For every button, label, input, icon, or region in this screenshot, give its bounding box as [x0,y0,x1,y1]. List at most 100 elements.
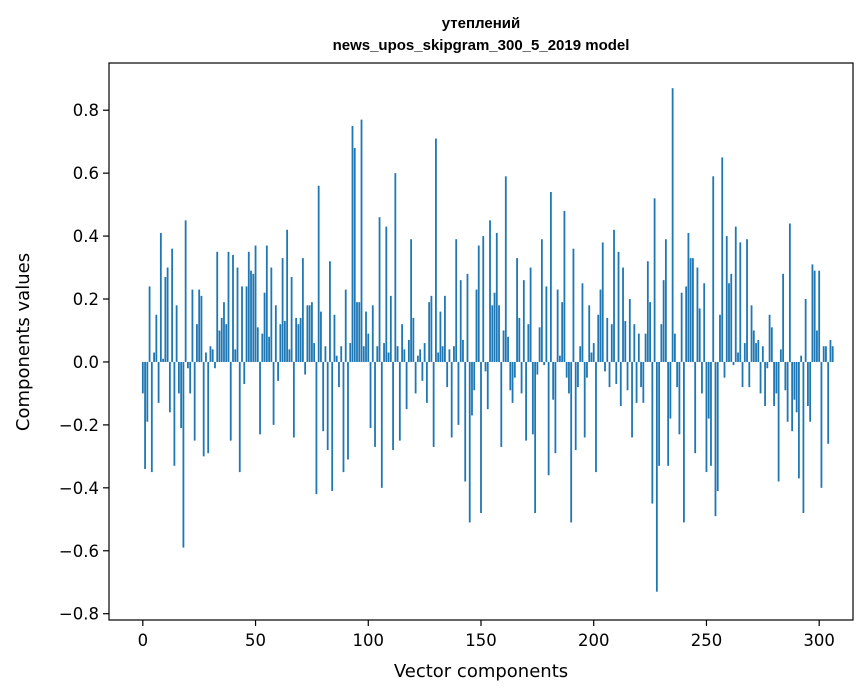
bar-210 [615,361,618,384]
bar-30 [209,346,212,362]
bar-64 [286,229,289,362]
bar-248 [701,361,703,394]
bar-135 [446,361,449,388]
bar-137 [450,361,453,438]
bar-82 [326,361,329,451]
bar-301 [820,361,823,488]
bar-216 [628,299,631,362]
bar-306 [831,346,834,362]
bar-175 [536,361,539,375]
bar-46 [245,286,248,362]
bar-241 [685,286,688,362]
bar-287 [788,223,791,362]
bar-166 [516,258,518,362]
bar-33 [216,251,219,362]
chart-title: утеплений news_upos_skipgram_300_5_2019 … [333,15,630,54]
bar-96 [358,302,361,362]
bar-22 [191,289,194,362]
bar-250 [705,361,708,473]
bar-274 [759,361,762,394]
bar-209 [613,229,615,362]
bar-126 [425,361,428,403]
bar-136 [448,349,451,362]
chart-title-line1: утеплений [442,15,520,32]
bar-239 [680,292,683,362]
bar-121 [414,361,417,394]
bar-0 [141,361,144,394]
bar-226 [651,361,654,504]
bar-122 [416,355,419,362]
bar-192 [574,361,577,451]
bar-26 [200,295,203,362]
bar-228 [655,361,658,592]
bar-123 [419,349,422,362]
bar-67 [292,361,295,438]
bar-69 [297,324,300,362]
bar-230 [660,324,663,362]
bar-155 [491,305,494,362]
bar-154 [489,220,491,362]
bar-188 [565,361,568,378]
bar-185 [559,355,561,362]
bar-221 [640,361,642,388]
bar-215 [626,361,629,391]
bar-75 [311,302,313,362]
bar-161 [504,176,507,362]
bar-263 [734,226,737,362]
bar-84 [331,361,334,491]
bar-294 [804,299,807,362]
y-tick-label: 0.4 [73,227,99,246]
bar-140 [457,361,460,425]
bar-147 [473,361,476,391]
bar-5 [153,352,155,362]
bar-50 [254,245,257,362]
bar-179 [545,286,548,362]
bar-55 [265,245,268,362]
bar-76 [313,343,316,362]
bar-41 [234,349,237,362]
bar-103 [374,361,376,447]
bar-142 [462,339,464,362]
bar-178 [543,361,546,366]
bar-300 [818,270,821,362]
bar-146 [471,361,473,416]
bar-246 [696,267,699,362]
bar-193 [577,361,579,388]
bar-266 [741,361,744,388]
bar-258 [723,361,726,378]
bar-2 [146,361,149,422]
bar-54 [263,292,266,362]
bar-219 [635,361,638,403]
bar-265 [739,242,742,362]
bar-98 [362,346,365,362]
bar-27 [202,361,205,457]
x-tick-label: 200 [578,631,610,650]
bar-9 [162,358,165,362]
bar-42 [236,267,239,362]
bar-293 [802,361,805,513]
bar-132 [439,311,442,362]
bar-141 [459,280,462,362]
bar-109 [387,352,390,362]
bar-66 [290,276,293,362]
bar-83 [329,261,331,362]
bar-47 [247,251,250,362]
bar-191 [572,248,575,362]
bar-271 [752,330,755,362]
bar-232 [664,239,667,362]
bar-247 [698,308,701,362]
bar-3 [148,286,151,362]
bar-53 [261,333,264,362]
bar-262 [732,361,735,366]
bar-114 [398,361,401,441]
bar-81 [324,346,327,362]
y-tick-label: −0.2 [59,416,99,435]
bar-78 [317,185,320,362]
bar-174 [534,361,537,513]
bar-62 [281,258,284,362]
bar-116 [403,349,406,362]
bar-199 [590,352,593,362]
bar-80 [322,361,325,432]
bar-14 [173,361,176,466]
